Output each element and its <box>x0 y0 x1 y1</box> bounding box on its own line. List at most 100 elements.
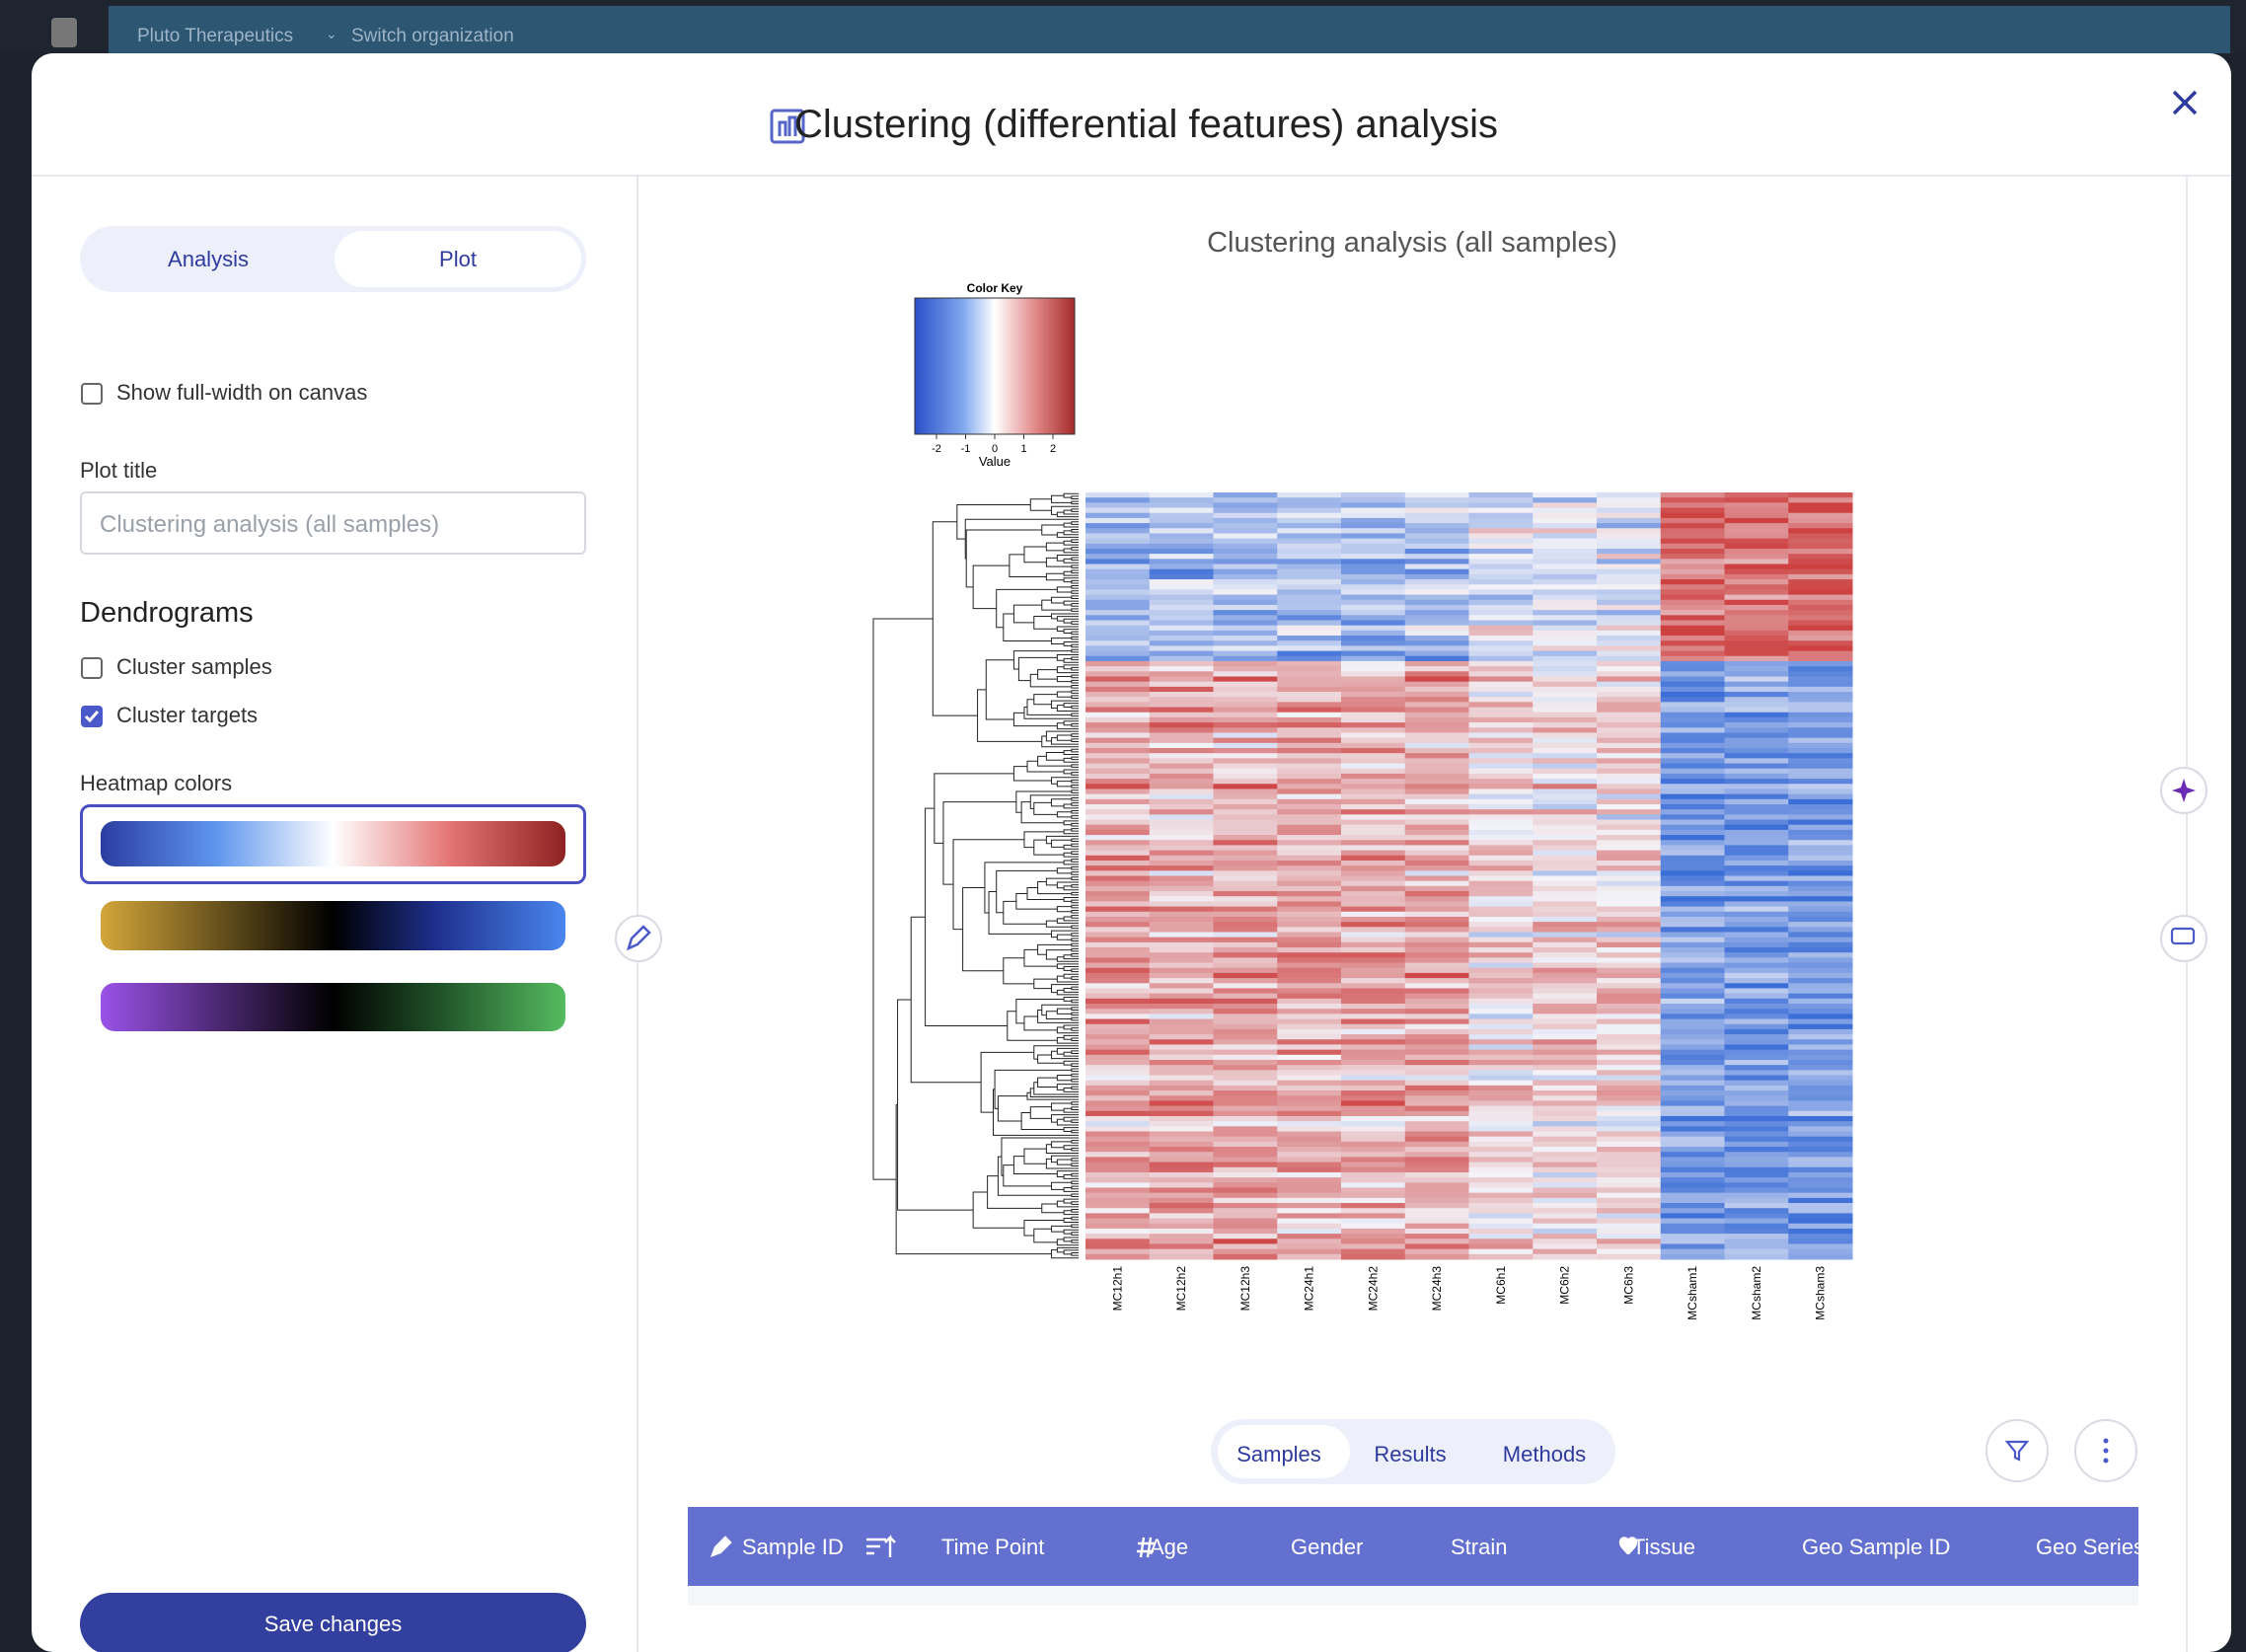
heatmap-cell <box>1086 502 1151 509</box>
column-header[interactable]: Time Point <box>941 1535 1044 1559</box>
filter-button[interactable] <box>1985 1419 2049 1482</box>
comment-button[interactable] <box>2160 915 2208 962</box>
heatmap-cell <box>1404 748 1469 754</box>
checkbox[interactable] <box>81 383 103 405</box>
heatmap-cell <box>1468 727 1534 733</box>
heatmap-cell <box>1788 742 1853 749</box>
heatmap-cell <box>1086 1126 1151 1132</box>
tab-analysis[interactable]: Analysis <box>168 247 249 271</box>
heatmap-cell <box>1660 1208 1725 1214</box>
heatmap-cell <box>1086 573 1151 580</box>
heatmap-cell <box>1660 952 1725 958</box>
column-header[interactable]: Tissue <box>1632 1535 1695 1559</box>
heatmap-cell <box>1404 1239 1469 1244</box>
dendrogram-branch <box>1071 1180 1079 1185</box>
column-header[interactable]: Age <box>1150 1535 1188 1559</box>
heatmap-cell <box>1277 645 1342 652</box>
heatmap-cell <box>1404 573 1469 580</box>
heatmap-cell <box>1149 885 1214 892</box>
heatmap-cell <box>1086 911 1151 918</box>
heatmap-cell <box>1086 824 1151 831</box>
heatmap-cell <box>1086 492 1151 498</box>
column-header[interactable]: Gender <box>1291 1535 1363 1559</box>
heatmap-cell <box>1533 1152 1598 1158</box>
column-header[interactable]: Sample ID <box>742 1535 844 1559</box>
heatmap-cell <box>1149 850 1214 857</box>
heatmap-cell <box>1533 845 1598 852</box>
heatmap-cell <box>1788 1248 1853 1255</box>
heatmap-cell <box>1660 1213 1725 1220</box>
heatmap-cell <box>1277 1162 1342 1168</box>
close-button[interactable] <box>2171 89 2199 116</box>
heatmap-cell <box>1597 640 1662 646</box>
heatmap-cell <box>1468 1095 1534 1101</box>
heatmap-cell <box>1213 896 1278 902</box>
dendrogram-branch <box>1071 809 1079 814</box>
dendrogram-branch <box>1071 529 1079 533</box>
heatmap-cell <box>1404 676 1469 683</box>
heatmap-cell <box>1277 1152 1342 1158</box>
heatmap-cell <box>1149 1208 1214 1214</box>
palette-bar[interactable] <box>101 901 565 950</box>
heatmap-cell <box>1213 716 1278 723</box>
heatmap-cell <box>1788 1126 1853 1132</box>
heatmap-cell <box>1341 533 1406 540</box>
heatmap-cell <box>1149 768 1214 775</box>
heatmap-cell <box>1468 1105 1534 1112</box>
result-tab[interactable]: Results <box>1374 1442 1446 1466</box>
edit-button[interactable] <box>615 915 662 962</box>
heatmap-cell <box>1277 655 1342 662</box>
column-header[interactable]: Strain <box>1451 1535 1507 1559</box>
dendrogram-branch <box>932 521 978 716</box>
heatmap-cell <box>1533 1054 1598 1061</box>
heatmap-cell <box>1788 978 1853 984</box>
heatmap-cell <box>1533 1177 1598 1183</box>
heatmap-cell <box>1533 1234 1598 1239</box>
heatmap-cell <box>1086 1054 1151 1061</box>
checkbox[interactable] <box>81 657 103 679</box>
result-tab[interactable]: Samples <box>1236 1442 1321 1466</box>
heatmap-cell <box>1404 824 1469 831</box>
result-tab[interactable]: Methods <box>1503 1442 1586 1466</box>
dendrogram-branch <box>1063 1198 1079 1204</box>
heatmap-cell <box>1086 1182 1151 1188</box>
switch-org[interactable]: Switch organization <box>351 26 514 46</box>
heatmap-cell <box>1404 1090 1469 1096</box>
heatmap-cell <box>1533 880 1598 887</box>
heatmap-cell <box>1788 748 1853 754</box>
heatmap-cell <box>1277 528 1342 534</box>
heatmap-cell <box>1404 922 1469 928</box>
heatmap-cell <box>1086 1105 1151 1112</box>
heatmap-cell <box>1788 814 1853 821</box>
palette-selected[interactable] <box>80 804 586 884</box>
dendrogram-branch <box>934 773 1014 844</box>
palette-bar[interactable] <box>101 983 565 1031</box>
heatmap-cell <box>1149 1004 1214 1010</box>
heatmap-cell <box>1404 660 1469 667</box>
heatmap-cell <box>1724 891 1789 897</box>
heatmap-cell <box>1086 809 1151 815</box>
dendrogram-branch <box>1063 1145 1079 1151</box>
dendrogram-branch <box>1051 1141 1072 1149</box>
column-header[interactable]: Geo Series <box>2036 1535 2144 1559</box>
heatmap-cell <box>1597 1034 1662 1040</box>
dendrogram-branch <box>1071 595 1079 599</box>
heatmap-cell <box>1277 650 1342 657</box>
tab-plot[interactable]: Plot <box>335 231 581 287</box>
heatmap-cell <box>1660 1075 1725 1082</box>
heatmap-cell <box>1213 850 1278 857</box>
heatmap-cell <box>1149 579 1214 585</box>
dendrogram-branch <box>1015 893 1058 910</box>
heatmap-cell <box>1660 1004 1725 1010</box>
heatmap-cell <box>1086 640 1151 646</box>
dendrogram-branch <box>1071 859 1079 863</box>
heatmap-cell <box>1341 1126 1406 1132</box>
heatmap-cell <box>1277 998 1342 1005</box>
heatmap-cell <box>1724 773 1789 780</box>
column-header[interactable]: Geo Sample ID <box>1802 1535 1950 1559</box>
heatmap-cell <box>1213 1228 1278 1235</box>
heatmap-cell <box>1660 599 1725 606</box>
heatmap-cell <box>1597 1218 1662 1225</box>
checkbox-checked[interactable] <box>81 706 103 727</box>
text-input[interactable]: Clustering analysis (all samples) <box>80 491 586 555</box>
